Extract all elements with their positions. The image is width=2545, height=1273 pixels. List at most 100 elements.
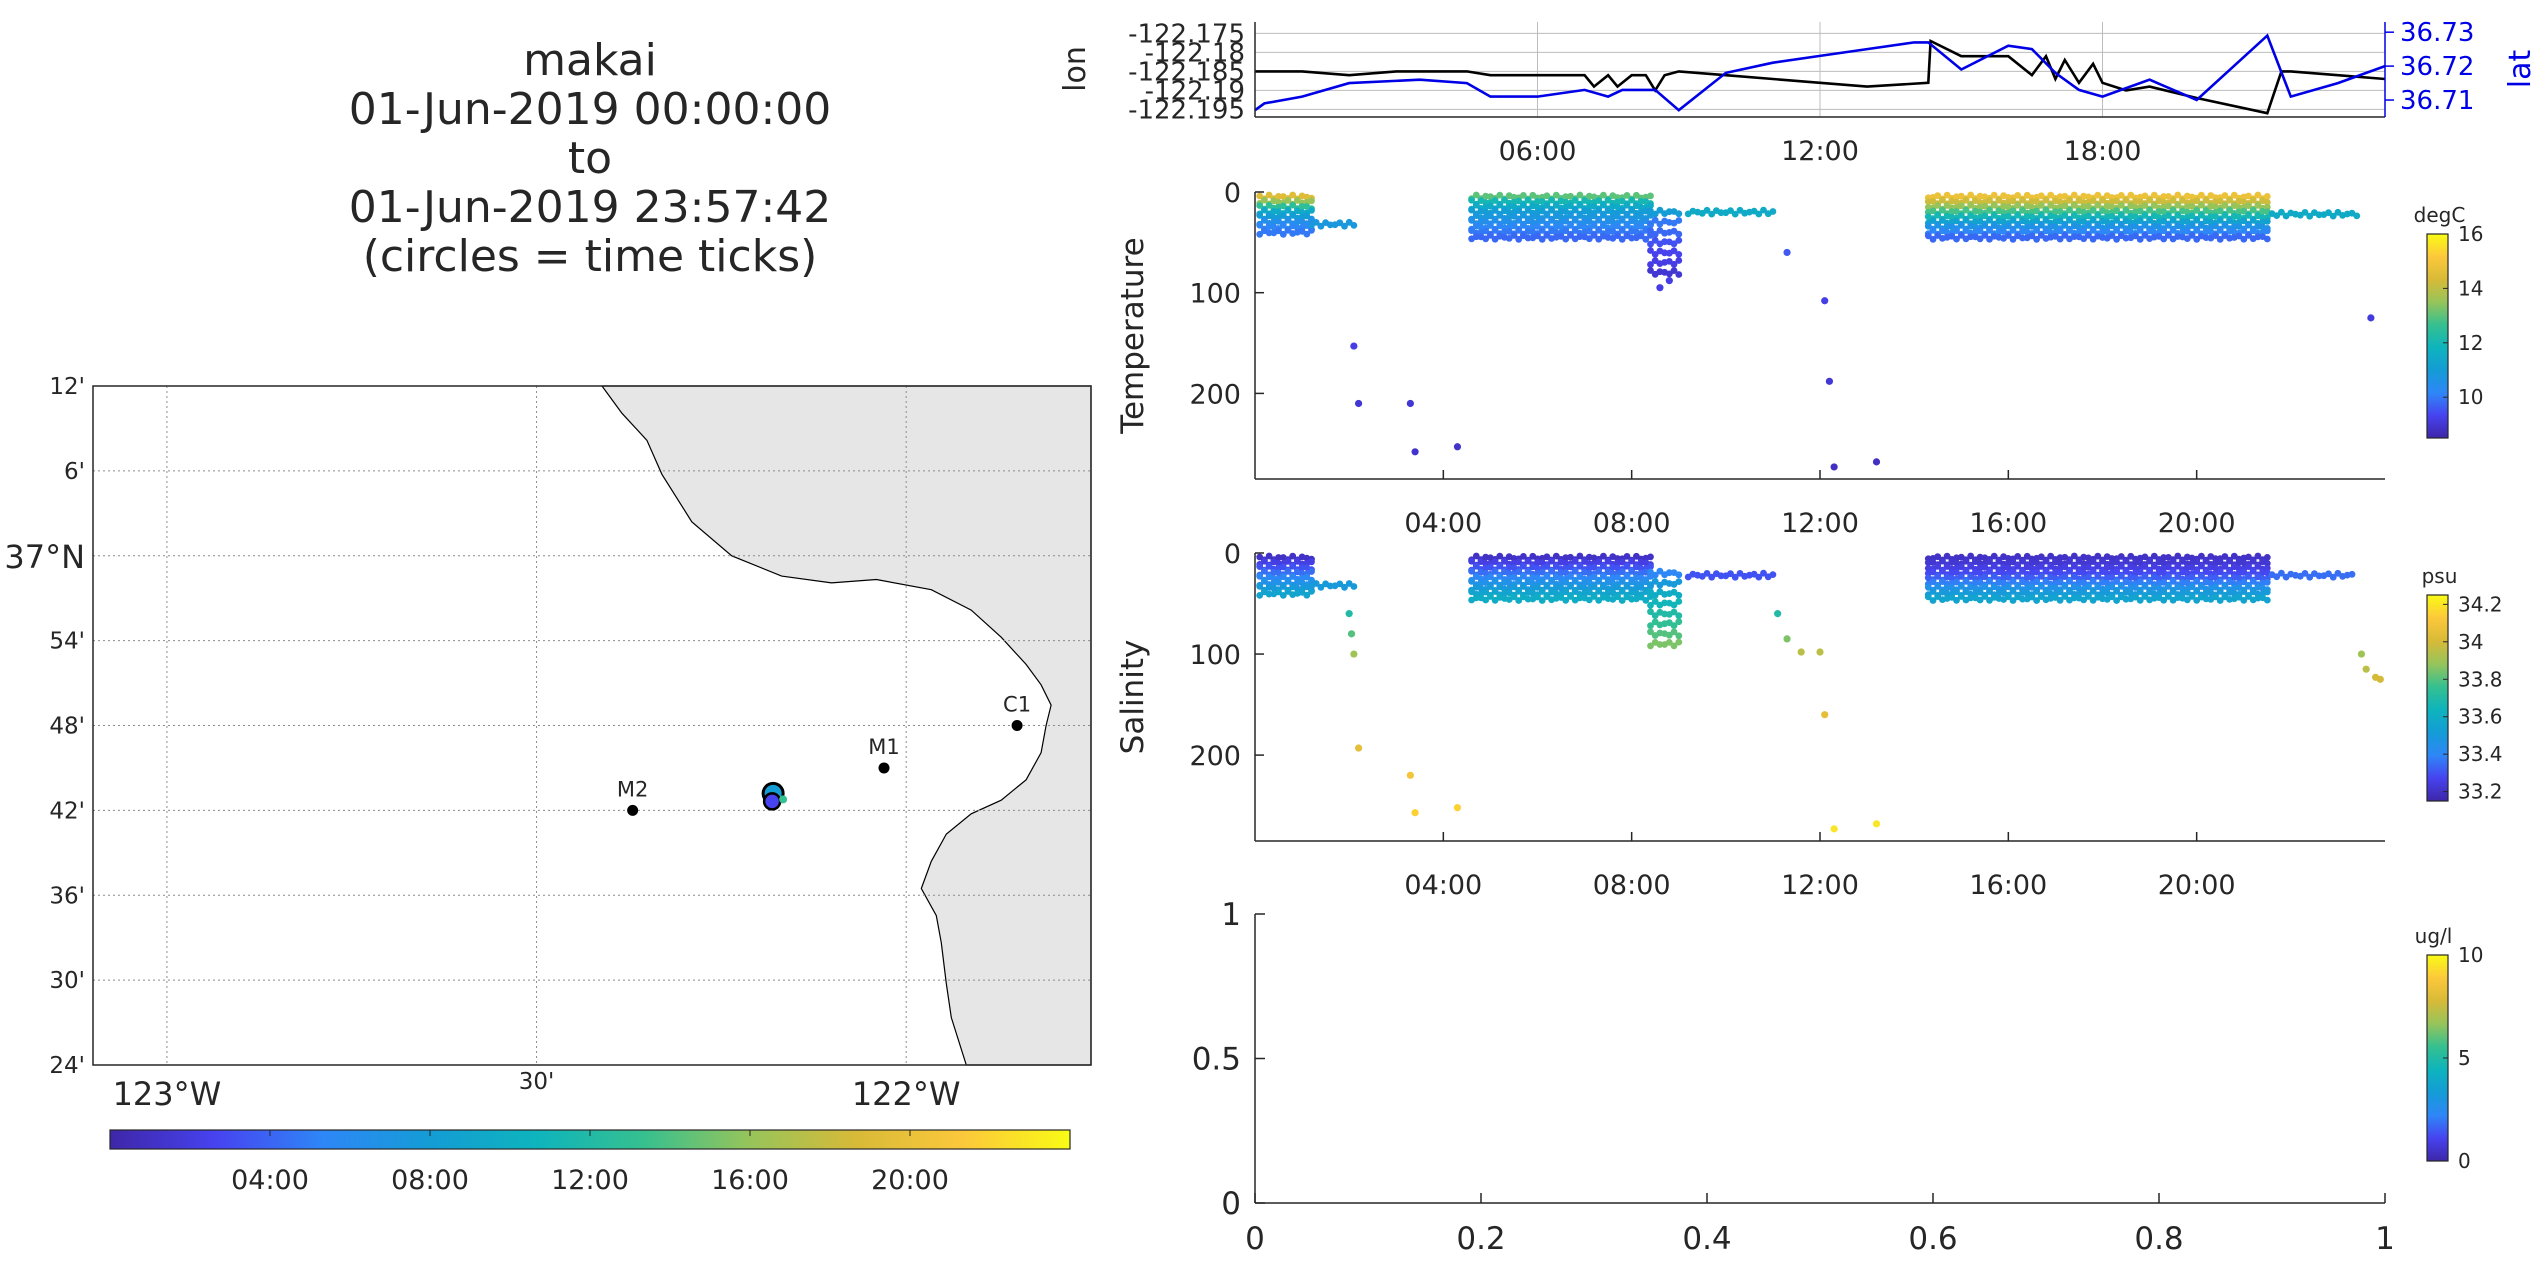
salinity-point xyxy=(1308,568,1315,575)
time-colorbar-tick-label: 16:00 xyxy=(711,1165,789,1196)
temperature-point xyxy=(2193,216,2201,224)
temperature-point xyxy=(1491,216,1499,224)
temperature-point xyxy=(2037,202,2045,209)
temperature-point xyxy=(1957,221,1965,229)
temperature-point xyxy=(2141,202,2149,209)
temperature-point xyxy=(1303,230,1311,238)
temperature-point xyxy=(2216,235,2224,243)
temperature-point xyxy=(1670,267,1678,274)
temperature-x-tick-label: 04:00 xyxy=(1404,508,1482,539)
temperature-point xyxy=(1656,206,1664,214)
salinity-point xyxy=(1571,557,1579,565)
temperature-point xyxy=(1590,222,1598,229)
temperature-point xyxy=(2160,235,2168,243)
temperature-point xyxy=(1953,217,1960,225)
temperature-point xyxy=(1651,236,1659,244)
temperature-point xyxy=(1548,196,1555,204)
salinity-point xyxy=(1642,597,1650,604)
temperature-point xyxy=(2212,232,2219,240)
temperature-point xyxy=(1962,216,1970,224)
temperature-point xyxy=(2174,191,2182,199)
salinity-point xyxy=(2141,563,2149,570)
temperature-point xyxy=(1647,192,1654,200)
temperature-point xyxy=(2188,222,2196,230)
salinity-point xyxy=(2089,568,2097,575)
temperature-point xyxy=(1760,206,1767,214)
salinity-point xyxy=(2014,572,2022,580)
salinity-point xyxy=(1986,577,1993,585)
temperature-point xyxy=(2188,232,2196,239)
salinity-point xyxy=(1261,567,1268,575)
temperature-point xyxy=(1755,210,1763,218)
salinity-point xyxy=(1350,650,1358,658)
temperature-point xyxy=(1618,226,1626,234)
salinity-point xyxy=(2014,562,2022,570)
salinity-point xyxy=(1515,568,1523,575)
temperature-point xyxy=(1628,196,1636,204)
salinity-colorbar-tick-label: 34 xyxy=(2458,630,2483,654)
salinity-point xyxy=(1647,622,1654,630)
salinity-point xyxy=(2085,593,2092,600)
temperature-point xyxy=(1515,207,1523,215)
temperature-point xyxy=(1647,267,1654,274)
temperature-point xyxy=(1491,197,1499,204)
temperature-point xyxy=(2165,231,2172,239)
temperature-point xyxy=(2249,206,2257,214)
temperature-point xyxy=(2141,221,2149,229)
salinity-point xyxy=(1256,573,1264,580)
salinity-point xyxy=(1595,558,1603,565)
temperature-point xyxy=(1825,377,1834,385)
salinity-point xyxy=(2113,568,2121,576)
salinity-point xyxy=(2052,569,2059,576)
salinity-point xyxy=(2037,583,2045,590)
temperature-point xyxy=(1651,216,1659,224)
temperature-point xyxy=(1934,211,1942,219)
salinity-point xyxy=(1562,596,1570,604)
salinity-point xyxy=(2136,588,2144,595)
temperature-point xyxy=(1670,260,1678,268)
salinity-point xyxy=(1496,552,1504,560)
station-label: M2 xyxy=(617,777,648,801)
temperature-point xyxy=(2136,217,2144,225)
station-label: C1 xyxy=(1003,693,1031,717)
temperature-point xyxy=(2136,235,2144,243)
temperature-x-tick-label: 12:00 xyxy=(1781,508,1859,539)
salinity-point xyxy=(2216,597,2224,604)
temperature-point xyxy=(1524,196,1532,204)
track-time-tick xyxy=(762,792,782,811)
salinity-point xyxy=(2174,562,2182,570)
lon-tick-label: -122.18 xyxy=(1145,38,1245,68)
salinity-point xyxy=(2221,553,2229,560)
lon-tick-label: -122.19 xyxy=(1145,76,1245,106)
map-lat-tick-label: 48' xyxy=(49,714,85,740)
salinity-point xyxy=(1487,583,1494,590)
salinity-point xyxy=(1665,639,1673,646)
temperature-point xyxy=(2146,196,2154,204)
salinity-point xyxy=(2014,583,2022,590)
temperature-axis-label: Temperature xyxy=(1115,237,1151,434)
salinity-point xyxy=(1354,744,1363,752)
salinity-x-tick-label: 04:00 xyxy=(1404,870,1482,901)
temperature-point xyxy=(1939,206,1946,214)
salinity-point xyxy=(1406,771,1414,779)
salinity-point xyxy=(1524,595,1532,603)
salinity-point xyxy=(1289,552,1297,560)
temperature-point xyxy=(2179,218,2186,226)
temperature-panel: 0 100 200 04:00 08:00 12:00 16:00 20:00 Temperat… xyxy=(1115,178,2483,539)
temperature-point xyxy=(1576,191,1584,199)
salinity-point xyxy=(1515,597,1523,604)
salinity-point xyxy=(1651,571,1659,579)
temperature-point xyxy=(2009,235,2017,243)
salinity-point xyxy=(1623,553,1631,560)
temperature-point xyxy=(1265,229,1273,237)
salinity-point xyxy=(1468,557,1475,565)
title-note: (circles = time ticks) xyxy=(362,231,818,282)
temperature-point xyxy=(2117,201,2125,209)
salinity-point xyxy=(2061,593,2069,600)
temperature-point xyxy=(1279,212,1287,220)
temperature-point xyxy=(2037,211,2045,219)
temperature-colorbar-tick-label: 16 xyxy=(2458,222,2483,246)
temperature-point xyxy=(2169,216,2177,224)
temperature-point xyxy=(1279,222,1287,229)
chl-y-tick-label: 0.5 xyxy=(1192,1042,1241,1078)
